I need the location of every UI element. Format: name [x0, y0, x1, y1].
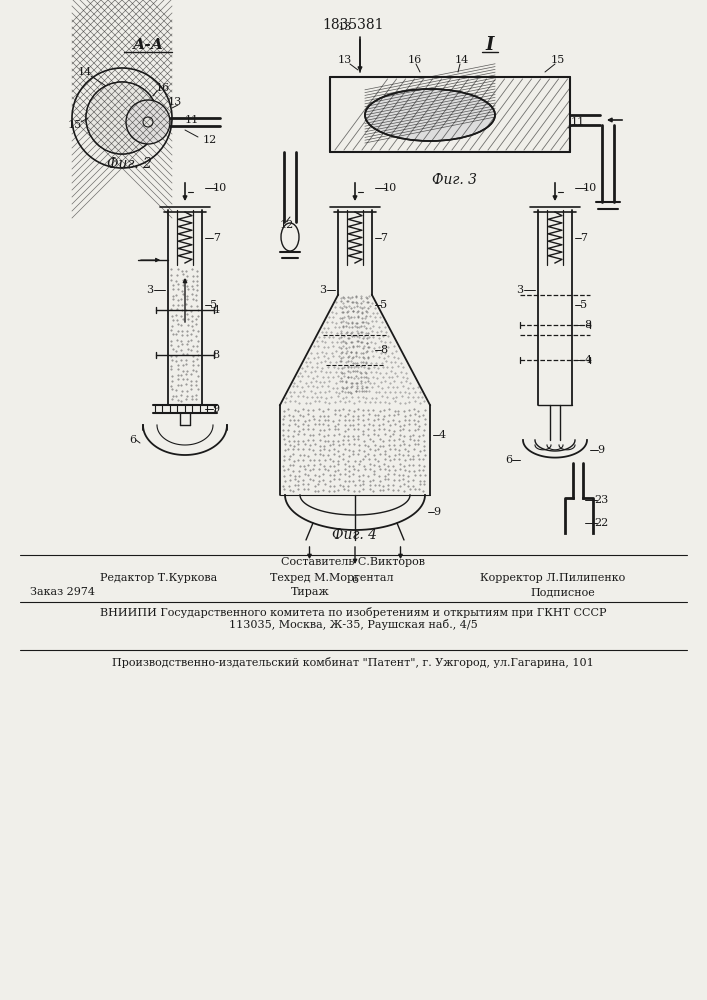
Text: 9: 9 — [597, 445, 604, 455]
Text: ВНИИПИ Государственного комитета по изобретениям и открытиям при ГКНТ СССР: ВНИИПИ Государственного комитета по изоб… — [100, 606, 606, 617]
Circle shape — [143, 117, 153, 127]
Text: Корректор Л.Пилипенко: Корректор Л.Пилипенко — [480, 573, 625, 583]
Text: 22: 22 — [594, 518, 608, 528]
Text: Тираж: Тираж — [291, 587, 329, 597]
Text: 1835381: 1835381 — [322, 18, 384, 32]
Text: 15: 15 — [68, 120, 82, 130]
Text: Фиг. 3: Фиг. 3 — [433, 173, 477, 187]
Text: Фиг. 2: Фиг. 2 — [107, 157, 153, 171]
Text: 8: 8 — [380, 345, 387, 355]
Text: 4: 4 — [438, 430, 445, 440]
Text: 10: 10 — [583, 183, 597, 193]
Text: 16: 16 — [408, 55, 422, 65]
Text: 6: 6 — [506, 455, 513, 465]
Text: 113035, Москва, Ж-35, Раушская наб., 4/5: 113035, Москва, Ж-35, Раушская наб., 4/5 — [228, 619, 477, 631]
Text: 14: 14 — [455, 55, 469, 65]
Text: 5: 5 — [380, 300, 387, 310]
Text: 8: 8 — [585, 320, 592, 330]
Text: 4: 4 — [585, 355, 592, 365]
Text: 3: 3 — [320, 285, 327, 295]
Text: 23: 23 — [594, 495, 608, 505]
Text: I: I — [486, 36, 494, 54]
Text: 6: 6 — [129, 435, 136, 445]
Text: 15: 15 — [551, 55, 565, 65]
Text: Производственно-издательский комбинат "Патент", г. Ужгород, ул.Гагарина, 101: Производственно-издательский комбинат "П… — [112, 656, 594, 668]
Text: 13: 13 — [168, 97, 182, 107]
Text: 6: 6 — [351, 575, 358, 585]
Text: Составитель С.Викторов: Составитель С.Викторов — [281, 557, 425, 567]
Text: 11: 11 — [571, 117, 585, 127]
Text: 9: 9 — [433, 507, 440, 517]
Text: 13: 13 — [338, 55, 352, 65]
Text: 16: 16 — [156, 83, 170, 93]
Circle shape — [86, 82, 158, 154]
Text: Подписное: Подписное — [530, 587, 595, 597]
Text: 8: 8 — [212, 350, 220, 360]
Text: 13: 13 — [338, 22, 352, 32]
Text: 9: 9 — [212, 404, 220, 414]
Text: 12: 12 — [280, 220, 294, 230]
Circle shape — [126, 100, 170, 144]
Text: 11: 11 — [185, 115, 199, 125]
Text: 3: 3 — [516, 285, 524, 295]
Text: 7: 7 — [214, 233, 221, 243]
Text: 12: 12 — [203, 135, 217, 145]
Text: 7: 7 — [580, 233, 588, 243]
Text: 5: 5 — [211, 300, 218, 310]
Text: Фиг. 4: Фиг. 4 — [332, 528, 378, 542]
Text: Техред М.Моргентал: Техред М.Моргентал — [270, 573, 394, 583]
Text: 5: 5 — [580, 300, 588, 310]
Text: 3: 3 — [146, 285, 153, 295]
Text: 10: 10 — [213, 183, 227, 193]
Text: А-А: А-А — [132, 38, 163, 52]
Text: 14: 14 — [78, 67, 92, 77]
Text: 10: 10 — [383, 183, 397, 193]
Text: Заказ 2974: Заказ 2974 — [30, 587, 95, 597]
Ellipse shape — [365, 89, 495, 141]
Circle shape — [86, 82, 158, 154]
Text: 7: 7 — [380, 233, 387, 243]
Text: 4: 4 — [212, 305, 220, 315]
Text: Редактор Т.Куркова: Редактор Т.Куркова — [100, 573, 217, 583]
